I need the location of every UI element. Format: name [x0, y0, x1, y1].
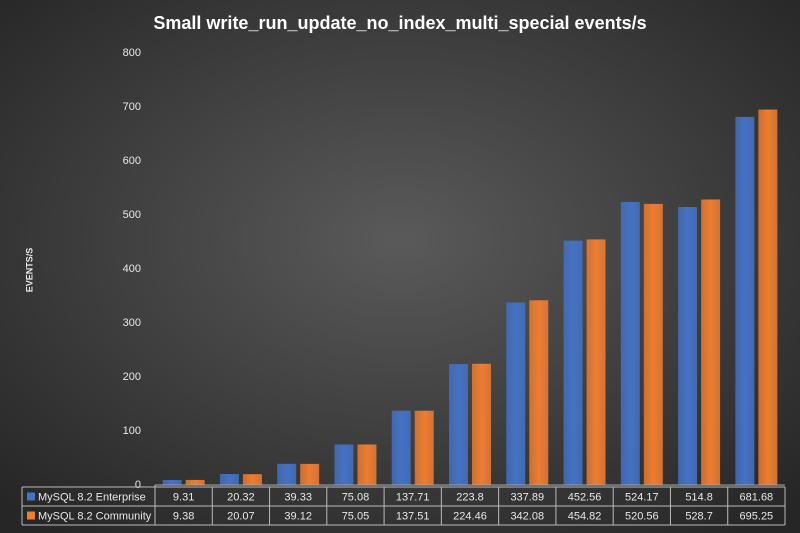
y-tick-label: 700 — [123, 101, 141, 113]
table-cell: 514.8 — [685, 491, 713, 503]
table-cell: 681.68 — [740, 491, 774, 503]
table-cell: 342.08 — [510, 510, 544, 522]
legend-label: MySQL 8.2 Enterprise — [38, 491, 146, 503]
table-cell: 223.8 — [456, 491, 484, 503]
table-cell: 224.46 — [453, 510, 487, 522]
table-cell: 337.89 — [510, 491, 544, 503]
bar — [357, 444, 377, 485]
table-cell: 20.07 — [227, 510, 255, 522]
y-tick-label: 300 — [123, 317, 141, 329]
chart-title: Small write_run_update_no_index_multi_sp… — [153, 13, 646, 33]
y-tick-label: 100 — [123, 425, 141, 437]
bar — [758, 109, 778, 485]
bar — [735, 116, 755, 486]
table-cell: 528.7 — [685, 510, 713, 522]
table-cell: 454.82 — [568, 510, 602, 522]
legend-label: MySQL 8.2 Community — [38, 510, 152, 522]
y-tick-label: 400 — [123, 263, 141, 275]
table-cell: 20.32 — [227, 491, 255, 503]
bar — [678, 207, 698, 485]
bar — [391, 410, 411, 485]
table-cell: 75.05 — [342, 510, 370, 522]
table-cell: 452.56 — [568, 491, 602, 503]
y-axis-label: EVENTS/S — [24, 248, 34, 293]
table-cell: 137.51 — [396, 510, 430, 522]
y-tick-label: 800 — [123, 47, 141, 59]
bar — [449, 364, 468, 485]
table-cell: 9.38 — [173, 510, 194, 522]
bar — [162, 479, 182, 485]
bar — [620, 201, 640, 486]
table-cell: 9.31 — [173, 491, 194, 503]
bar — [472, 363, 491, 485]
legend-swatch — [27, 492, 35, 501]
table-cell: 137.71 — [396, 491, 430, 503]
table-cell: 75.08 — [342, 491, 370, 503]
bar — [219, 474, 239, 485]
table-cell: 695.25 — [740, 510, 774, 522]
bar — [701, 199, 721, 485]
bar — [563, 240, 583, 485]
table-cell: 39.12 — [284, 510, 312, 522]
bar — [185, 479, 205, 485]
bar — [277, 463, 297, 485]
bar — [586, 239, 606, 485]
y-tick-label: 0 — [135, 479, 141, 491]
bar — [334, 444, 354, 485]
bar — [242, 474, 262, 485]
table-cell: 524.17 — [625, 491, 659, 503]
table-cell: 39.33 — [284, 491, 312, 503]
bar — [506, 302, 526, 485]
bar — [529, 300, 549, 485]
table-cell: 520.56 — [625, 510, 659, 522]
bar — [414, 410, 434, 485]
y-tick-label: 600 — [123, 155, 141, 167]
bar — [643, 203, 663, 486]
y-tick-label: 500 — [123, 209, 141, 221]
legend-swatch — [27, 511, 35, 520]
bar — [300, 463, 320, 485]
y-tick-label: 200 — [123, 371, 141, 383]
